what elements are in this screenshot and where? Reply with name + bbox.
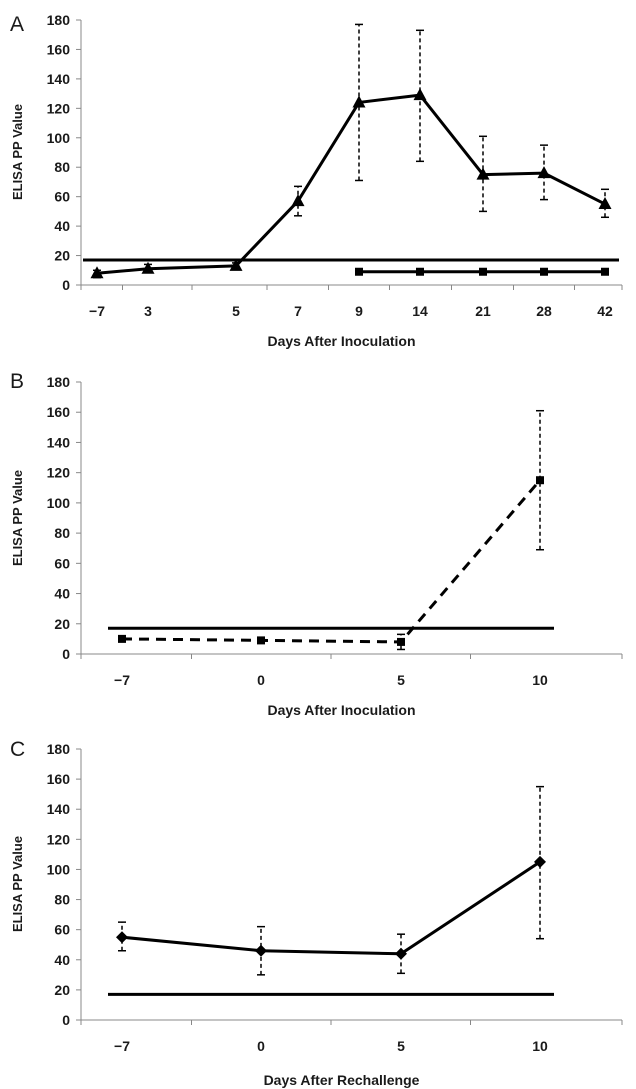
y-tick-label: 140 [47,434,71,450]
y-tick-label: 140 [47,71,71,87]
chart-panel-c: 0 20 40 60 80 100 120 140 160 180 −7 0 5 10 ELISA PP V… [10,738,623,1088]
y-tick-label: 80 [54,159,70,175]
x-axis-title: Days After Rechallenge [264,1072,420,1088]
data-point-triangle [537,166,551,179]
chart-panel-b: 0 20 40 60 80 100 120 140 160 180 −7 0 5 10 ELISA PP V… [10,370,623,718]
y-tick-label: 160 [47,771,71,787]
x-axis-title: Days After Inoculation [267,333,415,349]
y-tick-label: 160 [47,404,71,420]
y-tick-label: 60 [54,922,70,938]
panel-label: C [10,738,25,761]
y-tick-label: 0 [62,646,70,662]
x-tick-label: 3 [144,303,152,319]
data-point-square [479,267,487,276]
y-tick-label: 180 [47,741,71,757]
panel-label: A [10,13,24,36]
x-tick-label: 21 [475,303,491,319]
y-tick-label: 100 [47,495,71,511]
y-tick-label: 120 [47,465,71,481]
x-tick-label: 5 [232,303,240,319]
x-tick-label: 5 [397,1038,405,1054]
data-point-diamond [534,855,546,868]
series-line [121,479,542,644]
x-tick-label: 10 [532,672,548,688]
y-tick-label: 40 [54,586,70,602]
data-point-square [540,267,548,276]
y-tick-label: 0 [62,1012,70,1028]
data-point-square [355,267,363,276]
data-point-triangle [476,167,490,180]
x-tick-label: 10 [532,1038,548,1054]
y-tick-label: 80 [54,892,70,908]
data-point-triangle [352,95,366,108]
y-tick-label: 100 [47,130,71,146]
data-point-square [257,636,265,645]
y-tick-label: 20 [54,982,70,998]
data-point-triangle [413,88,427,101]
data-point-square [118,634,126,643]
data-point-diamond [255,944,267,957]
y-tick-label: 80 [54,525,70,541]
y-tick-label: 60 [54,189,70,205]
x-tick-label: 7 [294,303,302,319]
data-point-triangle [90,266,104,279]
y-tick-label: 0 [62,277,70,293]
x-tick-label: 9 [355,303,363,319]
data-point-triangle [291,194,305,207]
x-tick-label: −7 [114,1038,130,1054]
panel-label: B [10,370,24,393]
data-point-square [536,476,544,485]
y-axis-title: ELISA PP Value [10,104,25,200]
y-tick-label: 20 [54,248,70,264]
x-axis-title: Days After Inoculation [267,702,415,718]
data-point-diamond [395,947,407,960]
y-axis-title: ELISA PP Value [10,470,25,566]
data-point-square [416,267,424,276]
series-line [121,860,541,956]
y-tick-label: 60 [54,555,70,571]
x-tick-label: 0 [257,672,265,688]
y-tick-label: 120 [47,831,71,847]
chart-panel-a: 0 20 40 60 80 100 120 140 160 180 −7 3 5 7 9 14 21 28 42 EL… [10,12,623,349]
y-tick-label: 40 [54,218,70,234]
data-point-square [601,267,609,276]
data-point-triangle [229,258,243,271]
y-tick-label: 120 [47,100,71,116]
x-tick-label: 28 [536,303,552,319]
y-axis-title: ELISA PP Value [10,836,25,932]
y-tick-label: 180 [47,374,71,390]
data-point-square [397,637,405,646]
data-point-diamond [116,931,128,944]
x-tick-label: −7 [89,303,105,319]
y-tick-label: 100 [47,861,71,877]
x-tick-label: 14 [412,303,428,319]
x-tick-label: −7 [114,672,130,688]
y-tick-label: 160 [47,41,71,57]
y-tick-label: 140 [47,801,71,817]
y-tick-label: 180 [47,12,71,28]
series-line [96,93,606,275]
x-tick-label: 5 [397,672,405,688]
y-tick-label: 40 [54,952,70,968]
x-tick-label: 0 [257,1038,265,1054]
data-point-triangle [598,197,612,210]
y-tick-label: 20 [54,616,70,632]
x-tick-label: 42 [597,303,613,319]
data-point-triangle [141,261,155,274]
